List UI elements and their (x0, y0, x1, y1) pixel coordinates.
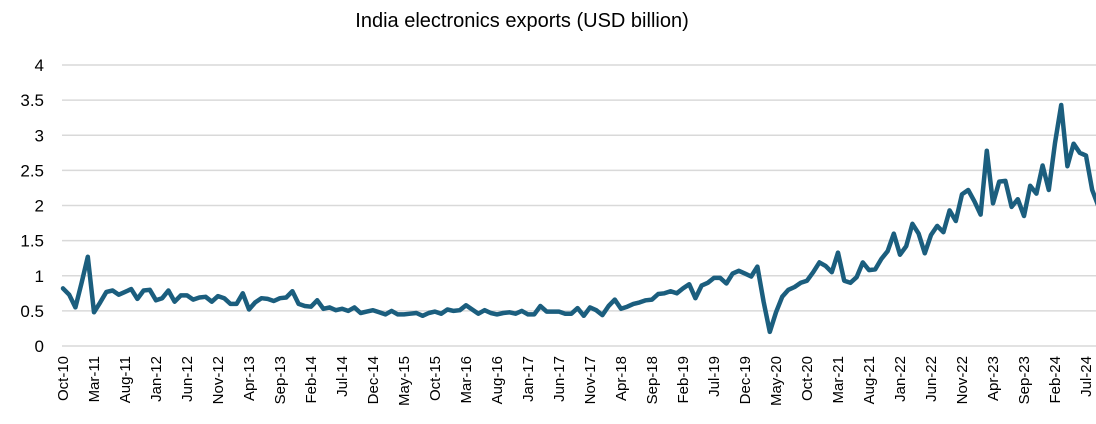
x-tick-label: Nov-22 (954, 356, 971, 404)
x-tick-label: Nov-12 (210, 356, 227, 404)
y-tick-label: 2 (35, 197, 44, 216)
series-layer (60, 102, 1096, 335)
x-tick-label: Jan-12 (148, 356, 165, 402)
x-axis-tick-labels: Oct-10 Mar-11 Aug-11 Jan-12 Jun-12 Nov-12 Apr-… (55, 356, 1095, 406)
x-tick-label: Jul-19 (706, 356, 723, 397)
x-tick-label: Oct-10 (55, 356, 72, 401)
x-tick-label: May-15 (396, 356, 413, 406)
x-tick-label: Dec-14 (365, 356, 382, 404)
x-tick-label: May-20 (768, 356, 785, 406)
x-tick-label: Feb-14 (303, 356, 320, 404)
x-tick-label: Aug-11 (117, 356, 134, 403)
y-tick-label: 4 (35, 56, 44, 75)
x-tick-label: Sep-13 (272, 356, 289, 404)
x-tick-label: Mar-21 (830, 356, 847, 404)
x-tick-label: Feb-19 (675, 356, 692, 404)
x-tick-label: Mar-16 (458, 356, 475, 404)
chart-title: India electronics exports (USD billion) (355, 10, 688, 32)
x-tick-label: Aug-16 (489, 356, 506, 404)
x-tick-label: Sep-18 (644, 356, 661, 404)
x-tick-label: Apr-18 (613, 356, 630, 401)
x-tick-label: Jun-17 (551, 356, 568, 402)
y-tick-label: 3 (35, 126, 44, 145)
x-tick-label: Aug-21 (861, 356, 878, 404)
x-tick-label: Oct-20 (799, 356, 816, 401)
y-tick-label: 3.5 (20, 91, 44, 110)
x-tick-label: Jan-17 (520, 356, 537, 402)
x-tick-label: Jun-12 (179, 356, 196, 402)
y-axis-tick-labels: 0 0.5 1 1.5 2 2.5 3 3.5 4 (20, 56, 44, 356)
x-tick-label: Apr-23 (985, 356, 1002, 401)
y-tick-label: 2.5 (20, 161, 44, 180)
y-tick-label: 1.5 (20, 232, 44, 251)
x-tick-label: Dec-19 (737, 356, 754, 404)
y-tick-label: 1 (35, 267, 44, 286)
x-tick-label: Jul-14 (334, 356, 351, 397)
x-tick-label: Mar-11 (86, 356, 103, 402)
gridlines (62, 64, 1096, 347)
series-line-exports (60, 102, 1096, 335)
x-tick-label: Jul-24 (1078, 356, 1095, 397)
x-tick-label: Sep-23 (1016, 356, 1033, 404)
x-tick-label: Nov-17 (582, 356, 599, 404)
x-tick-label: Feb-24 (1047, 356, 1064, 404)
y-tick-label: 0.5 (20, 302, 44, 321)
x-tick-label: Jan-22 (892, 356, 909, 402)
y-tick-label: 0 (35, 337, 44, 356)
x-tick-label: Oct-15 (427, 356, 444, 401)
x-tick-label: Jun-22 (923, 356, 940, 402)
x-tick-label: Apr-13 (241, 356, 258, 401)
